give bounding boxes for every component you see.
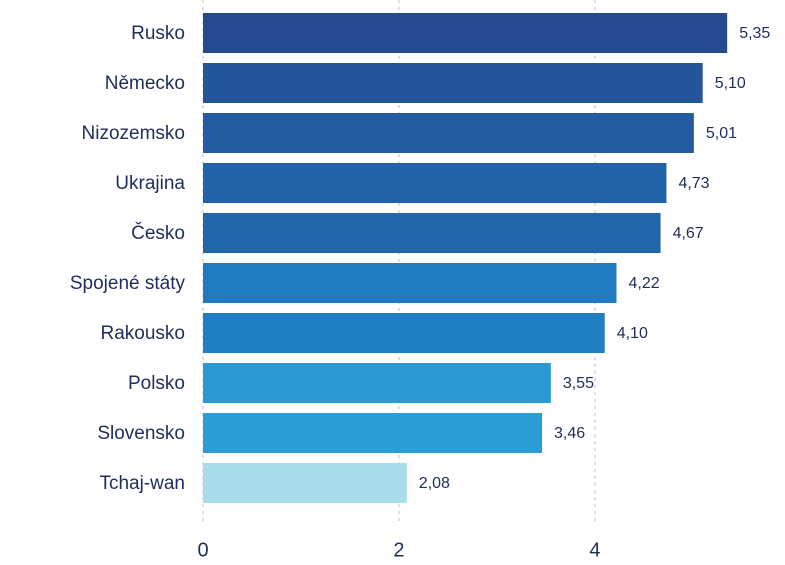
value-label: 3,46: [554, 425, 585, 442]
value-label: 2,08: [419, 475, 450, 492]
bar: [203, 263, 617, 303]
bar: [203, 13, 728, 53]
category-label: Tchaj-wan: [99, 473, 185, 494]
value-label: 5,01: [706, 125, 737, 142]
value-label: 3,55: [563, 375, 594, 392]
category-label: Rusko: [131, 23, 185, 44]
value-label: 4,10: [617, 325, 648, 342]
value-label: 5,10: [715, 75, 746, 92]
category-label: Polsko: [128, 373, 185, 394]
value-label: 4,73: [678, 175, 709, 192]
bar: [203, 363, 551, 403]
bar: [203, 313, 605, 353]
bar: [203, 413, 543, 453]
bar: [203, 113, 694, 153]
value-label: 4,67: [673, 225, 704, 242]
bar: [203, 63, 703, 103]
category-label: Spojené státy: [70, 273, 186, 294]
category-label: Slovensko: [97, 423, 185, 444]
category-label: Rakousko: [101, 323, 186, 344]
value-label: 5,35: [739, 25, 770, 42]
category-label: Česko: [131, 222, 185, 244]
category-label: Nizozemsko: [82, 123, 185, 144]
value-label: 4,22: [628, 275, 659, 292]
x-tick-label: 2: [393, 539, 404, 561]
bar: [203, 463, 407, 503]
bar: [203, 213, 661, 253]
x-tick-label: 0: [197, 539, 208, 561]
x-tick-label: 4: [589, 539, 600, 561]
category-label: Německo: [105, 73, 185, 94]
category-label: Ukrajina: [115, 173, 185, 194]
bar: [203, 163, 667, 203]
